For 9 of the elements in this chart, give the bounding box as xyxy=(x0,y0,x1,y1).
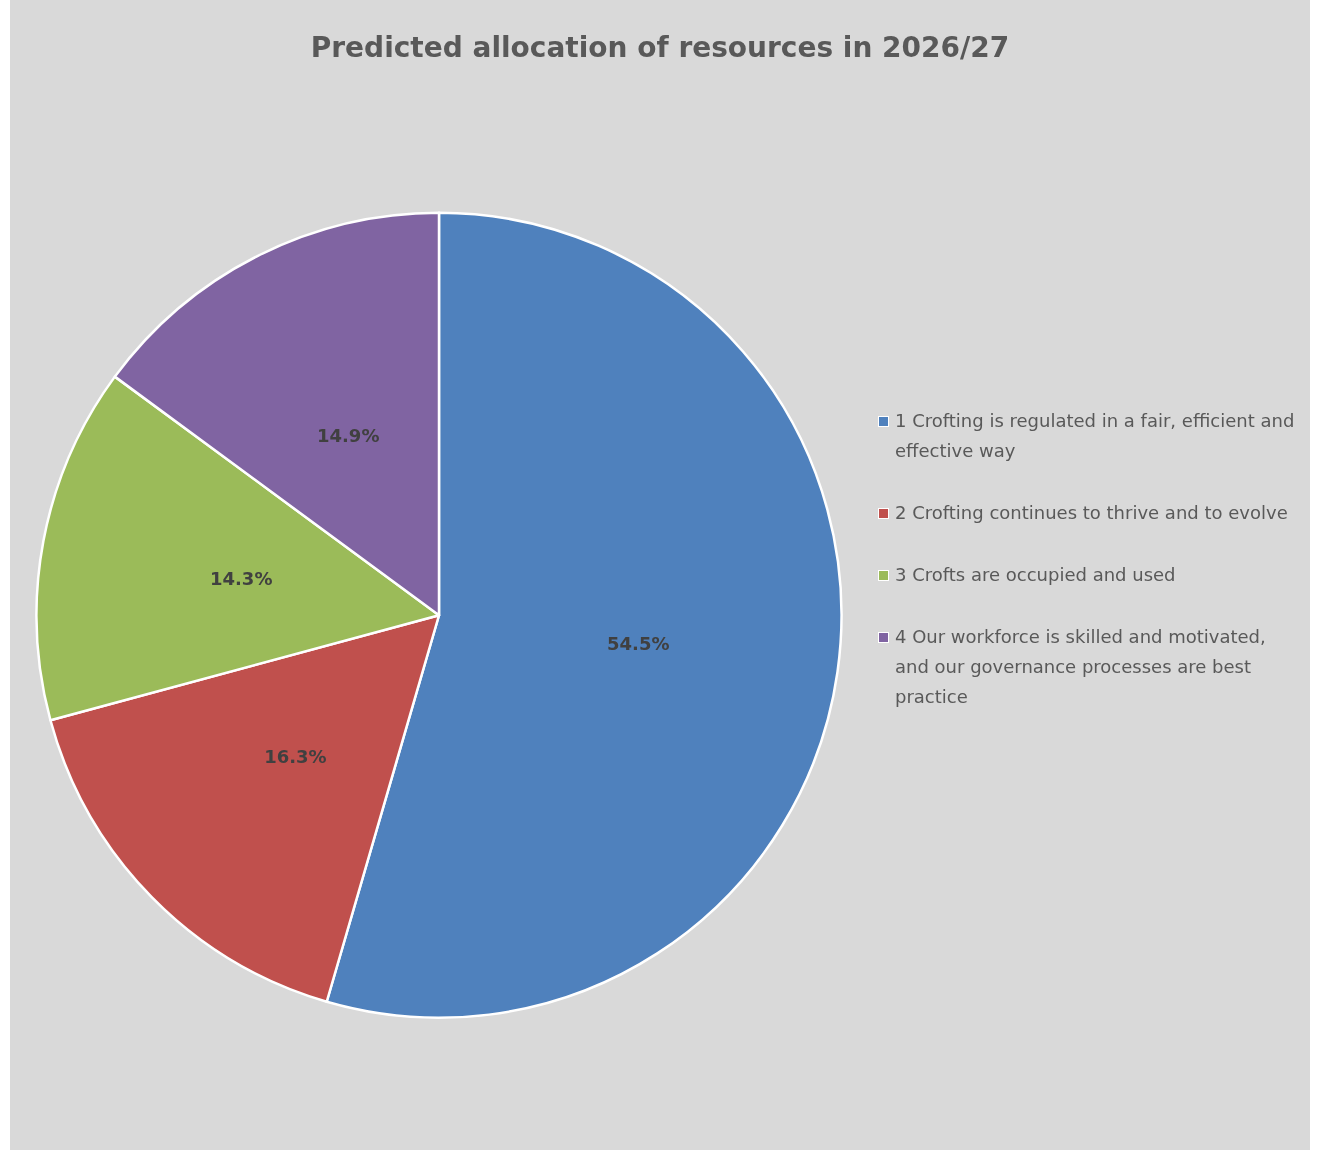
data-label: 54.5% xyxy=(607,633,670,655)
legend-label: 3 Crofts are occupied and used xyxy=(895,563,1176,587)
legend-label: 4 Our workforce is skilled and motivated, and our governance processes are best practice xyxy=(895,625,1267,709)
data-label: 14.9% xyxy=(316,425,380,447)
data-label: 14.3% xyxy=(209,567,273,589)
legend-label: 2 Crofting continues to thrive and to evolve xyxy=(895,501,1288,525)
chart-title: Predicted allocation of resources in 2026/27 xyxy=(310,30,1010,64)
data-label: 16.3% xyxy=(264,745,327,767)
legend-label: 1 Crofting is regulated in a fair, efficient and effective way xyxy=(895,409,1296,463)
